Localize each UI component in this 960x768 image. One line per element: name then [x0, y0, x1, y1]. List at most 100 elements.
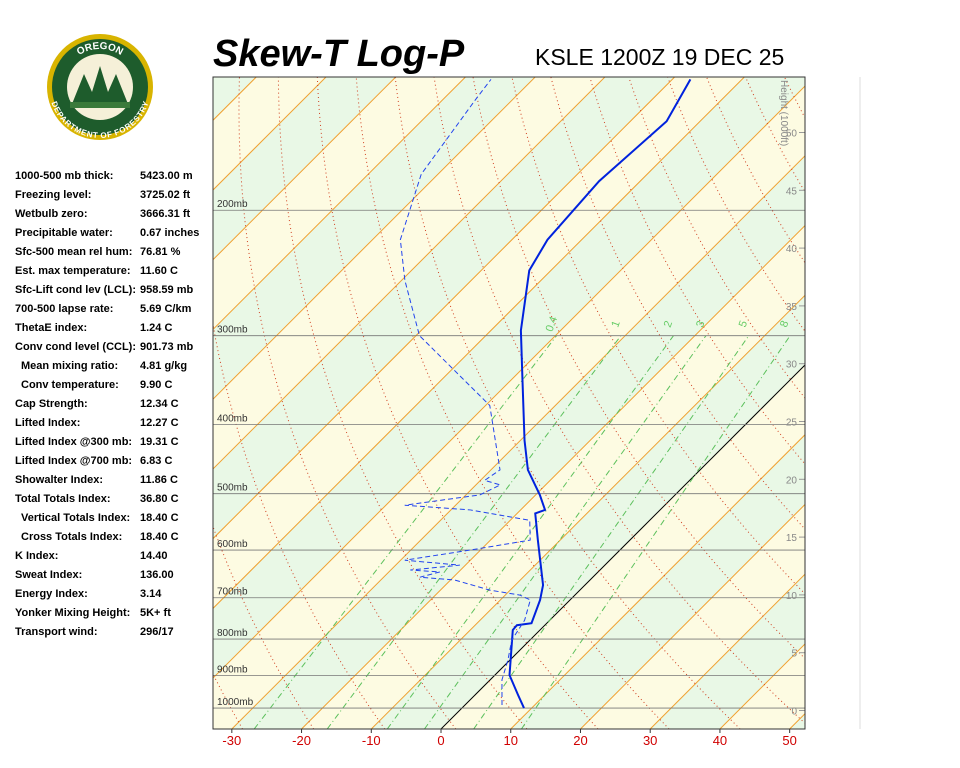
x-tick-label: 10: [504, 733, 518, 748]
stat-value: 76.81 %: [140, 246, 181, 258]
stat-label: Cap Strength:: [15, 398, 88, 410]
stat-value: 19.31 C: [140, 436, 179, 448]
stat-value: 4.81 g/kg: [140, 360, 187, 372]
stat-value: 12.34 C: [140, 398, 179, 410]
stat-label: Lifted Index @700 mb:: [15, 455, 132, 467]
stat-value: 5.69 C/km: [140, 303, 192, 315]
stat-label: Sfc-500 mean rel hum:: [15, 246, 132, 258]
stat-value: 296/17: [140, 626, 174, 638]
pressure-label: 700mb: [217, 587, 248, 598]
dry-adiabat: [901, 77, 960, 729]
dry-adiabat: [823, 77, 960, 729]
stat-label: Yonker Mixing Height:: [15, 607, 130, 619]
stat-label: Wetbulb zero:: [15, 208, 88, 220]
isotherm: [213, 77, 675, 540]
mixing-ratio-line: [521, 335, 791, 729]
mixing-ratio-line: [326, 335, 622, 729]
x-tick-label: 20: [573, 733, 587, 748]
stat-label: Est. max temperature:: [15, 265, 131, 277]
dry-adiabat: [238, 77, 457, 729]
stat-label: Sfc-Lift cond lev (LCL):: [15, 284, 136, 296]
isotherm: [213, 85, 805, 679]
stat-label: Cross Totals Index:: [21, 531, 122, 543]
pressure-label: 200mb: [217, 199, 248, 210]
height-tick-label: 20: [786, 475, 798, 486]
mixing-ratio-label: 3: [694, 319, 707, 329]
isotherm: [301, 224, 805, 729]
isotherm-band: [859, 77, 960, 729]
mixing-ratio-label: 1: [609, 319, 622, 329]
isotherm: [789, 712, 805, 729]
dry-adiabat: [213, 525, 315, 729]
stat-label: Conv cond level (CCL):: [15, 341, 136, 353]
dry-adiabat: [783, 77, 805, 119]
pressure-label: 900mb: [217, 664, 248, 675]
stat-value: 958.59 mb: [140, 284, 193, 296]
isotherm: [231, 155, 805, 729]
height-tick-label: 0: [791, 707, 797, 718]
stat-value: 3725.02 ft: [140, 189, 190, 201]
x-tick-label: 30: [643, 733, 657, 748]
chart-subtitle: KSLE 1200Z 19 DEC 25: [535, 44, 784, 70]
mixing-ratio-label: 8: [778, 319, 791, 329]
height-tick-label: 25: [786, 417, 798, 428]
dry-adiabat: [355, 77, 670, 729]
isotherm: [213, 77, 606, 470]
logo: OREGON DEPARTMENT OF FORESTRY: [47, 34, 153, 140]
stat-label: 700-500 lapse rate:: [15, 303, 113, 315]
stat-value: 901.73 mb: [140, 341, 193, 353]
mixing-ratio-label: 2: [662, 319, 675, 329]
plot-frame: [212, 76, 806, 730]
isotherm-band: [789, 713, 805, 729]
isotherm: [213, 77, 327, 191]
stat-label: Energy Index:: [15, 588, 88, 600]
isotherm: [213, 77, 397, 261]
stat-label: Transport wind:: [15, 626, 98, 638]
stat-value: 18.40 C: [140, 512, 179, 524]
pressure-label: 400mb: [217, 414, 248, 425]
dry-adiabat: [394, 77, 741, 729]
stat-value: 3666.31 ft: [140, 208, 190, 220]
stat-label: Precipitable water:: [15, 227, 113, 239]
pressure-label: 300mb: [217, 325, 248, 336]
stat-label: K Index:: [15, 550, 58, 562]
logo-top: OREGON: [75, 41, 125, 58]
stat-label: Lifted Index @300 mb:: [15, 436, 132, 448]
stat-value: 3.14: [140, 588, 162, 600]
stat-value: 5K+ ft: [140, 607, 171, 619]
stat-value: 11.60 C: [140, 265, 178, 277]
stat-value: 12.27 C: [140, 417, 179, 429]
mixing-ratio-line: [473, 335, 750, 729]
height-tick-label: 15: [786, 533, 798, 544]
temperature-line: [508, 78, 692, 709]
stat-value: 5423.00 m: [140, 170, 193, 182]
stat-value: 14.40: [140, 550, 168, 562]
stat-value: 18.40 C: [140, 531, 179, 543]
stat-label: 1000-500 mb thick:: [15, 170, 113, 182]
height-tick-label: 45: [786, 186, 798, 197]
stat-label: Conv temperature:: [21, 379, 119, 391]
isotherm: [649, 573, 805, 729]
stats: 1000-500 mb thick: 5423.00 m Freezing leve…: [15, 170, 199, 638]
x-tick-label: -30: [222, 733, 241, 748]
x-tick-label: 0: [437, 733, 444, 748]
mixing-ratio-line: [253, 335, 557, 729]
x-tick-label: -20: [292, 733, 311, 748]
x-tick-label: -10: [362, 733, 381, 748]
x-tick-label: 40: [713, 733, 727, 748]
height-tick-label: 35: [786, 302, 798, 313]
dry-adiabat: [316, 77, 599, 729]
dry-adiabat: [589, 77, 805, 465]
plot-background: [213, 77, 960, 729]
isotherm-band: [213, 86, 805, 729]
mixing-ratio-line: [424, 335, 707, 729]
x-tick-label: 50: [782, 733, 796, 748]
stat-value: 9.90 C: [140, 379, 172, 391]
stat-label: ThetaE index:: [15, 322, 87, 334]
isotherm: [580, 503, 805, 729]
height-tick-label: 10: [786, 591, 798, 602]
pressure-label: 800mb: [217, 628, 248, 639]
dry-adiabat: [940, 77, 960, 729]
pressure-label: 500mb: [217, 483, 248, 494]
stat-value: 1.24 C: [140, 322, 172, 334]
